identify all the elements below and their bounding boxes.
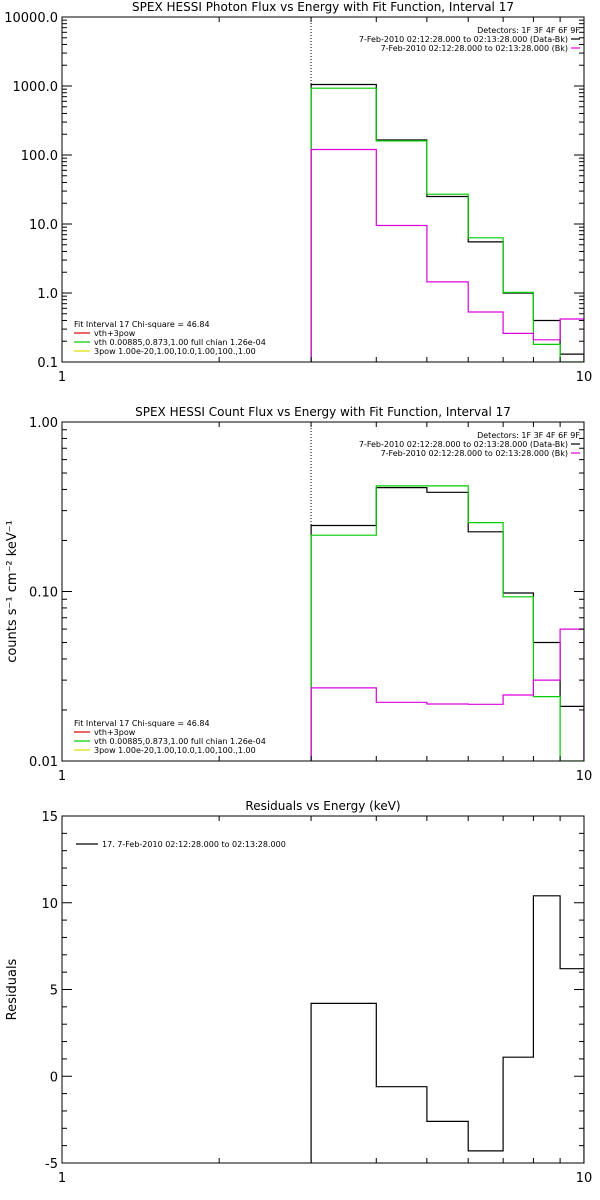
series-line-vth+3pow	[310, 87, 584, 362]
x-tick-label: 10	[576, 370, 593, 385]
series-line-vth+3pow	[310, 485, 584, 761]
plot-frame	[61, 815, 585, 1164]
legend-entry: Detectors: 1F 3F 4F 6F 9F	[477, 26, 580, 35]
x-tick-label: 1	[58, 1171, 66, 1186]
x-tick-label: 1	[58, 370, 66, 385]
series-line-Bk	[310, 628, 584, 761]
x-tick-label: 10	[576, 1171, 593, 1186]
chart-title: SPEX HESSI Count Flux vs Energy with Fit…	[135, 405, 511, 419]
y-axis-label: Residuals	[5, 958, 20, 1020]
y-tick-label: 10.0	[29, 218, 58, 233]
y-tick-label: 0	[50, 1070, 58, 1085]
legend-entry: vth+3pow	[94, 329, 136, 338]
y-tick-label: 0.1	[37, 356, 58, 371]
x-tick-label: 1	[58, 769, 66, 784]
legend-entry: 17. 7-Feb-2010 02:12:28.000 to 02:13:28.…	[102, 840, 286, 849]
series-line-Data-Bk	[310, 83, 584, 362]
chart-title: SPEX HESSI Photon Flux vs Energy with Fi…	[132, 0, 514, 14]
legend-entry: 7-Feb-2010 02:12:28.000 to 02:13:28.000 …	[381, 449, 568, 458]
plot-area	[310, 83, 584, 362]
y-tick-label: 15	[41, 810, 58, 825]
y-tick-label: 1000.0	[13, 80, 59, 95]
plot-area	[310, 895, 584, 1163]
chart-panel-1: SPEX HESSI Photon Flux vs Energy with Fi…	[4, 0, 592, 385]
legend-entry: vth 0.00885,0.873,1.00 full chian 1.26e-…	[94, 338, 266, 347]
legend-entry: 3pow 1.00e-20,1.00,10.0,1.00,100.,1.00	[94, 746, 256, 755]
legend-entry: vth+3pow	[94, 728, 136, 737]
plot-frame	[61, 421, 585, 762]
plot-frame	[61, 16, 585, 363]
y-tick-label: 0.01	[29, 755, 58, 770]
y-tick-label: 10	[41, 897, 58, 912]
legend-entry: vth 0.00885,0.873,1.00 full chian 1.26e-…	[94, 737, 266, 746]
chart-panel-3: Residuals vs Energy (keV) 1 10 -5 0 5 10 15 Resi…	[5, 799, 592, 1186]
y-tick-label: -5	[45, 1157, 58, 1172]
legend-heading: Fit Interval 17 Chi-square = 46.84	[74, 320, 210, 329]
y-tick-label: 1.0	[37, 287, 58, 302]
series-line-Bk	[310, 148, 584, 362]
series-line-17	[310, 895, 584, 1163]
plot-area	[310, 485, 584, 761]
chart-title: Residuals vs Energy (keV)	[245, 799, 400, 813]
series-line-Data-Bk	[310, 487, 584, 761]
legend-entry: Detectors: 1F 3F 4F 6F 9F	[477, 431, 580, 440]
legend-entry: 7-Feb-2010 02:12:28.000 to 02:13:28.000 …	[381, 44, 568, 53]
y-axis-label: counts s⁻¹ cm⁻² keV⁻¹	[5, 520, 20, 663]
legend-entry: 7-Feb-2010 02:12:28.000 to 02:13:28.000 …	[359, 440, 568, 449]
y-tick-label: 0.10	[29, 586, 58, 601]
legend-entry: 3pow 1.00e-20,1.00,10.0,1.00,100.,1.00	[94, 347, 256, 356]
y-tick-label: 1.00	[29, 416, 58, 431]
chart-panel-2: SPEX HESSI Count Flux vs Energy with Fit…	[5, 405, 592, 784]
legend-heading: Fit Interval 17 Chi-square = 46.84	[74, 719, 210, 728]
y-tick-label: 5	[50, 984, 58, 999]
legend-entry: 7-Feb-2010 02:12:28.000 to 02:13:28.000 …	[359, 35, 568, 44]
y-tick-label: 100.0	[21, 149, 58, 164]
x-tick-label: 10	[576, 769, 593, 784]
y-tick-label: 10000.0	[4, 11, 58, 26]
